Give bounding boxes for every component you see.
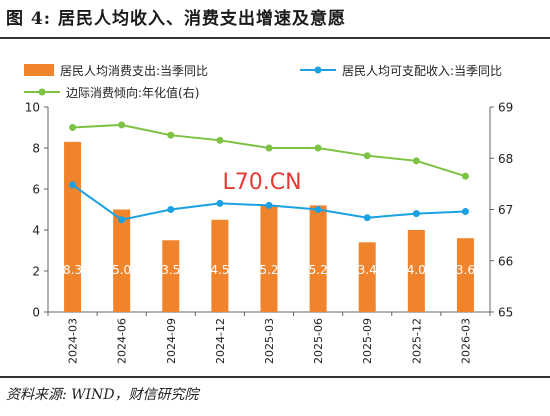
point-income [461, 208, 469, 216]
figure-title: 图 4: 居民人均收入、消费支出增速及意愿 [6, 9, 346, 29]
point-income [167, 206, 175, 213]
bar-data-label: 3.4 [358, 263, 377, 277]
y-tick-label-right: 67 [498, 203, 513, 217]
bar-data-label: 5.2 [259, 263, 278, 277]
point-income [314, 206, 322, 213]
bar-data-label: 4.0 [407, 263, 426, 277]
y-tick-label-left: 4 [32, 224, 40, 238]
bar-data-label: 8.3 [63, 263, 82, 277]
bar-consumption [162, 240, 180, 312]
y-tick-label-left: 2 [32, 265, 40, 279]
point-income [412, 210, 420, 218]
bar-consumption [456, 238, 474, 312]
y-tick-label-left: 8 [32, 142, 40, 156]
source-note: 资料来源: WIND，财信研究院 [6, 387, 199, 403]
point-income [118, 216, 126, 224]
title-rule [0, 37, 550, 39]
point-propensity [412, 157, 420, 165]
x-tick-label: 2024-12 [214, 318, 227, 364]
bar-data-label: 5.2 [309, 263, 328, 277]
chart-canvas: 居民人均消费支出:当季同比 居民人均可支配收入:当季同比边际消费倾向:年化值(右)… [24, 64, 513, 364]
point-income [216, 199, 224, 207]
y-tick-label-right: 65 [498, 306, 513, 320]
source-rule [0, 376, 550, 378]
y-tick-label-left: 10 [25, 101, 40, 115]
point-propensity [461, 172, 469, 180]
x-tick-label: 2024-03 [67, 318, 80, 364]
bar-consumption [113, 209, 131, 312]
bar-data-label: 3.5 [161, 263, 180, 277]
point-income [265, 201, 273, 209]
bar-data-label: 4.5 [210, 263, 229, 277]
bar-consumption [407, 230, 425, 312]
point-propensity [363, 152, 371, 160]
legend-marker-income [314, 66, 322, 74]
point-propensity [69, 124, 77, 131]
bar-data-label: 3.6 [456, 263, 475, 277]
point-propensity [167, 131, 175, 139]
y-tick-label-right: 66 [498, 254, 513, 268]
x-tick-label: 2024-06 [116, 318, 129, 364]
x-tick-label: 2025-09 [361, 318, 374, 364]
x-tick-label: 2024-09 [165, 318, 178, 364]
legend-label-consumption: 居民人均消费支出:当季同比 [60, 64, 208, 78]
x-tick-label: 2025-06 [312, 318, 325, 364]
legend-swatch-consumption [24, 64, 54, 76]
legend-label-income: 居民人均可支配收入:当季同比 [342, 64, 502, 78]
y-tick-label-right: 69 [498, 101, 513, 115]
y-tick-label-left: 0 [32, 306, 40, 320]
bar-consumption [64, 141, 82, 312]
point-income [69, 181, 77, 189]
x-tick-label: 2025-03 [263, 318, 276, 364]
bar-consumption [260, 205, 278, 312]
point-propensity [118, 121, 126, 129]
bar-consumption [211, 219, 229, 312]
watermark-text: L70.CN [222, 170, 301, 195]
bar-consumption [358, 242, 376, 312]
y-tick-label-right: 68 [498, 152, 513, 166]
point-propensity [314, 144, 322, 152]
bar-data-label: 5.0 [112, 263, 131, 277]
bar-consumption [309, 205, 327, 312]
x-tick-label: 2025-12 [410, 318, 423, 364]
x-tick-label: 2026-03 [459, 318, 472, 364]
point-income [363, 214, 371, 222]
point-propensity [265, 144, 273, 152]
y-tick-label-left: 6 [32, 183, 40, 197]
legend-label-propensity: 边际消费倾向:年化值(右) [66, 85, 199, 100]
point-propensity [216, 136, 224, 144]
legend-marker-propensity [38, 88, 46, 96]
